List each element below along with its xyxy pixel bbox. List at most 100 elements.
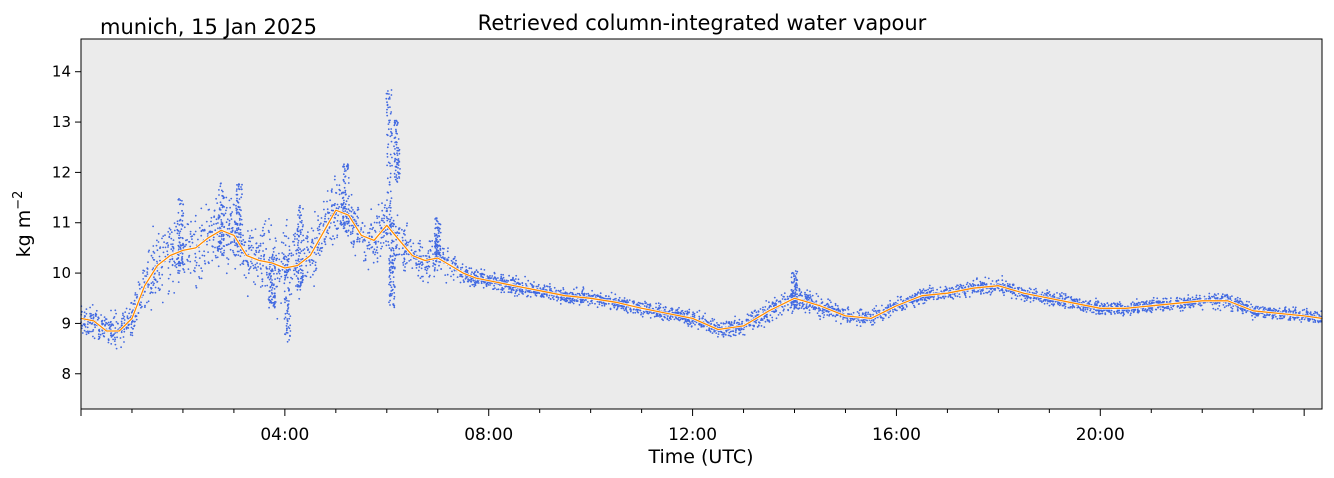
scatter-point — [353, 240, 356, 243]
scatter-point — [572, 293, 574, 295]
scatter-point — [807, 306, 810, 308]
scatter-point — [578, 292, 581, 295]
scatter-point — [373, 248, 376, 251]
scatter-point — [462, 281, 465, 283]
scatter-point — [240, 233, 242, 236]
scatter-point — [720, 322, 722, 325]
scatter-point — [312, 273, 314, 276]
scatter-point — [808, 309, 811, 312]
scatter-point — [596, 306, 599, 309]
scatter-point — [252, 264, 255, 267]
scatter-point — [395, 232, 398, 234]
scatter-point — [1237, 306, 1240, 309]
scatter-point — [1273, 307, 1275, 310]
scatter-point — [332, 235, 334, 238]
scatter-point — [189, 272, 192, 274]
scatter-point — [1121, 304, 1124, 307]
scatter-point — [675, 309, 677, 311]
scatter-point — [1237, 300, 1239, 303]
scatter-point — [85, 312, 88, 315]
scatter-point — [847, 308, 850, 311]
scatter-point — [1019, 294, 1021, 297]
scatter-point — [1128, 310, 1130, 312]
scatter-point — [583, 299, 586, 302]
scatter-point — [974, 284, 977, 287]
scatter-point — [723, 332, 726, 334]
scatter-point — [314, 261, 317, 264]
scatter-point — [149, 292, 152, 295]
scatter-point — [363, 259, 365, 262]
scatter-point — [765, 300, 768, 302]
scatter-point — [115, 347, 118, 350]
scatter-point — [187, 268, 190, 270]
scatter-point — [549, 298, 552, 300]
scatter-point — [373, 221, 376, 224]
scatter-point — [172, 247, 175, 250]
scatter-point — [555, 296, 558, 298]
scatter-point — [327, 211, 329, 214]
scatter-point — [1224, 294, 1226, 297]
scatter-point — [709, 320, 712, 323]
scatter-point — [140, 301, 143, 304]
scatter-point — [1195, 296, 1198, 299]
scatter-point — [771, 316, 774, 319]
scatter-point — [878, 309, 881, 312]
scatter-point — [112, 338, 114, 341]
scatter-point — [1084, 300, 1087, 303]
scatter-point — [1306, 313, 1308, 316]
scatter-point — [790, 304, 793, 307]
scatter-point — [467, 278, 469, 281]
scatter-point — [1218, 301, 1221, 304]
scatter-point — [1246, 309, 1249, 312]
scatter-point — [784, 298, 787, 301]
scatter-point — [348, 204, 350, 206]
scatter-point — [872, 313, 874, 316]
scatter-point — [150, 286, 152, 289]
scatter-point — [315, 267, 318, 270]
scatter-point — [947, 296, 950, 298]
scatter-point — [685, 320, 688, 323]
scatter-point — [1303, 308, 1306, 311]
scatter-point — [207, 251, 210, 254]
scatter-point — [591, 289, 593, 292]
scatter-point — [452, 279, 455, 281]
scatter-point — [1298, 319, 1301, 321]
scatter-point — [497, 277, 499, 279]
scatter-point — [418, 248, 421, 251]
scatter-point — [156, 280, 159, 283]
scatter-point — [331, 243, 334, 246]
scatter-point — [90, 317, 93, 320]
scatter-point — [998, 289, 1001, 292]
scatter-point — [537, 285, 539, 288]
scatter-point — [398, 227, 401, 230]
scatter-point — [507, 291, 510, 293]
scatter-point — [1230, 310, 1233, 312]
scatter-point — [123, 341, 125, 343]
scatter-point — [1289, 315, 1292, 318]
scatter-point — [601, 302, 603, 305]
scatter-point — [303, 252, 306, 255]
scatter-point — [188, 241, 190, 243]
scatter-point — [204, 262, 207, 265]
scatter-point — [163, 241, 166, 244]
scatter-point — [311, 246, 313, 249]
scatter-point — [1184, 304, 1187, 307]
scatter-point — [152, 250, 155, 253]
scatter-point — [1245, 310, 1248, 312]
scatter-point — [336, 236, 338, 239]
scatter-point — [493, 284, 495, 287]
scatter-point — [972, 284, 975, 287]
scatter-point — [1284, 306, 1286, 309]
scatter-point — [823, 311, 825, 314]
scatter-point — [162, 246, 165, 249]
scatter-point — [378, 221, 381, 224]
scatter-point — [354, 254, 357, 257]
scatter-point — [476, 271, 479, 273]
scatter-point — [428, 275, 431, 278]
scatter-point — [893, 308, 896, 311]
scatter-point — [417, 269, 420, 272]
scatter-point — [297, 239, 300, 242]
scatter-point — [1065, 296, 1067, 299]
scatter-point — [374, 251, 377, 254]
scatter-point — [237, 254, 240, 256]
